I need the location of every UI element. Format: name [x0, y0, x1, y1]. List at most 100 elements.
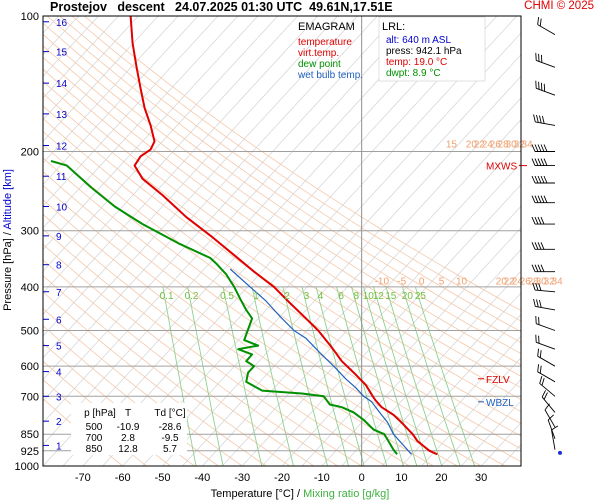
wind-barb: [539, 376, 556, 397]
grid-lines: [43, 16, 521, 466]
wind-barb-feather: [537, 364, 540, 372]
lrl-line: alt: 640 m ASL: [386, 35, 451, 46]
isotherm-label: 30: [506, 140, 518, 151]
wind-barb: [531, 158, 555, 167]
wind-barb-feather: [536, 299, 539, 308]
x-tick-label: -50: [155, 472, 171, 484]
isotherm-line: [441, 378, 521, 466]
altitude-tick-label: 14: [56, 79, 68, 90]
dry-adiabat-line: [43, 117, 521, 450]
wind-barb-feather: [539, 365, 542, 374]
isotherm-line: [43, 16, 418, 424]
x-tick-label: -70: [75, 472, 91, 484]
isotherm-line: [381, 313, 521, 466]
isotherm-label: 30: [536, 276, 548, 287]
isotherm-label: 10: [456, 276, 468, 287]
wind-barb-feather: [535, 80, 537, 89]
summary-table: p [hPa] T Td [°C] 500 -10.9 -28.6 700 2.8 -9.5 85…: [71, 403, 187, 455]
wind-barb-feather: [543, 144, 548, 152]
wind-barb-feather: [537, 242, 542, 250]
isotherm-line: [541, 16, 600, 466]
wind-barb-feather: [536, 114, 539, 123]
y-tick-label: 1000: [15, 461, 39, 473]
y-tick-label: 300: [21, 226, 39, 238]
isotherm-line: [301, 227, 521, 466]
isotherm-line: [321, 248, 521, 466]
wind-barb: [531, 195, 555, 204]
x-tick-label: -10: [314, 472, 330, 484]
lrl-line: press: 942.1 hPa: [386, 46, 462, 57]
lrl-title: LRL:: [382, 21, 405, 33]
wind-barb-feather: [537, 175, 542, 184]
wind-barb-feather: [540, 242, 545, 250]
table-cell: 500: [86, 422, 103, 433]
wind-barb-feather: [531, 242, 536, 250]
isotherm-line: [43, 16, 99, 77]
wind-barb-feather: [531, 216, 536, 225]
x-tick-label: 0: [359, 472, 365, 484]
series-temperature-line: [129, 16, 438, 456]
wind-barb-feather: [537, 348, 540, 357]
wind-barb: [535, 316, 556, 331]
wind-barb-shaft: [537, 355, 556, 367]
isotherm-line: [43, 16, 279, 272]
wind-barb: [532, 282, 556, 293]
isotherm-label: 20: [496, 276, 508, 287]
altitude-tick-label: 12: [56, 142, 68, 153]
wind-barb-feather: [543, 158, 548, 166]
isotherm-label: -5: [397, 276, 406, 287]
table-cell: -28.6: [159, 422, 182, 433]
wind-barb-feather: [533, 114, 536, 123]
wind-barb-feather: [543, 175, 548, 184]
wind-barb: [537, 348, 556, 367]
wind-barb-feather: [531, 195, 536, 203]
wind-barb-feather: [551, 425, 559, 431]
isotherm-line: [43, 16, 219, 207]
dry-adiabat-line: [43, 228, 362, 466]
wind-barb-feather: [539, 376, 543, 384]
altitude-tick-label: 16: [56, 18, 68, 29]
wind-barb-feather: [534, 195, 539, 203]
isotherm-line: [43, 16, 259, 251]
isotherm-label: 5: [439, 276, 445, 287]
isotherm-label: -10: [375, 276, 390, 287]
isotherm-line: [43, 16, 358, 359]
isotherm-line: [500, 443, 521, 466]
chart-header: Prostejov descent 24.07.2025 01:30 UTC 4…: [0, 0, 600, 16]
wind-barb-feather: [532, 282, 536, 291]
wind-barb: [551, 425, 559, 450]
mixing-ratio-line: [363, 286, 418, 466]
x-tick-label: -20: [274, 472, 290, 484]
legend-item-label: temperature: [298, 37, 352, 48]
series-layer: [50, 16, 438, 456]
dry-adiabat-line: [83, 16, 521, 311]
legend-title: EMAGRAM: [298, 21, 355, 33]
wind-barb-shaft: [536, 341, 556, 350]
wind-barb-feather: [531, 144, 536, 152]
mixing-ratio-label: 20: [402, 291, 414, 302]
dry-adiabat-line: [43, 33, 521, 366]
level-label-fzlv: FZLV: [486, 375, 510, 386]
wind-barb-feather: [540, 158, 545, 166]
wind-barb: [544, 403, 556, 428]
wind-barb-feather: [543, 83, 546, 92]
wind-barb-shaft: [535, 305, 556, 311]
y-axis-title: Pressure [hPa] / Altitude [km]: [2, 169, 14, 311]
wind-barb-feather: [540, 216, 545, 225]
wind-barb: [533, 298, 556, 311]
isotherm-line: [142, 54, 521, 466]
wind-barb-feather: [538, 53, 540, 62]
wind-barb-feather: [541, 115, 545, 124]
mixing-ratio-label: 0.5: [220, 291, 234, 302]
isotherm-line: [43, 16, 199, 186]
altitude-tick-label: 6: [56, 315, 62, 326]
mixing-ratio-label: 25: [415, 291, 427, 302]
altitude-tick-label: 13: [56, 110, 68, 121]
wind-barb-feather: [534, 175, 539, 184]
dry-adiabat-line: [46, 16, 521, 344]
isotherm-label: 34: [552, 276, 564, 287]
wind-barb-feather: [531, 175, 536, 184]
isotherm-line: [460, 400, 521, 466]
mixing-ratio-line: [282, 286, 328, 466]
